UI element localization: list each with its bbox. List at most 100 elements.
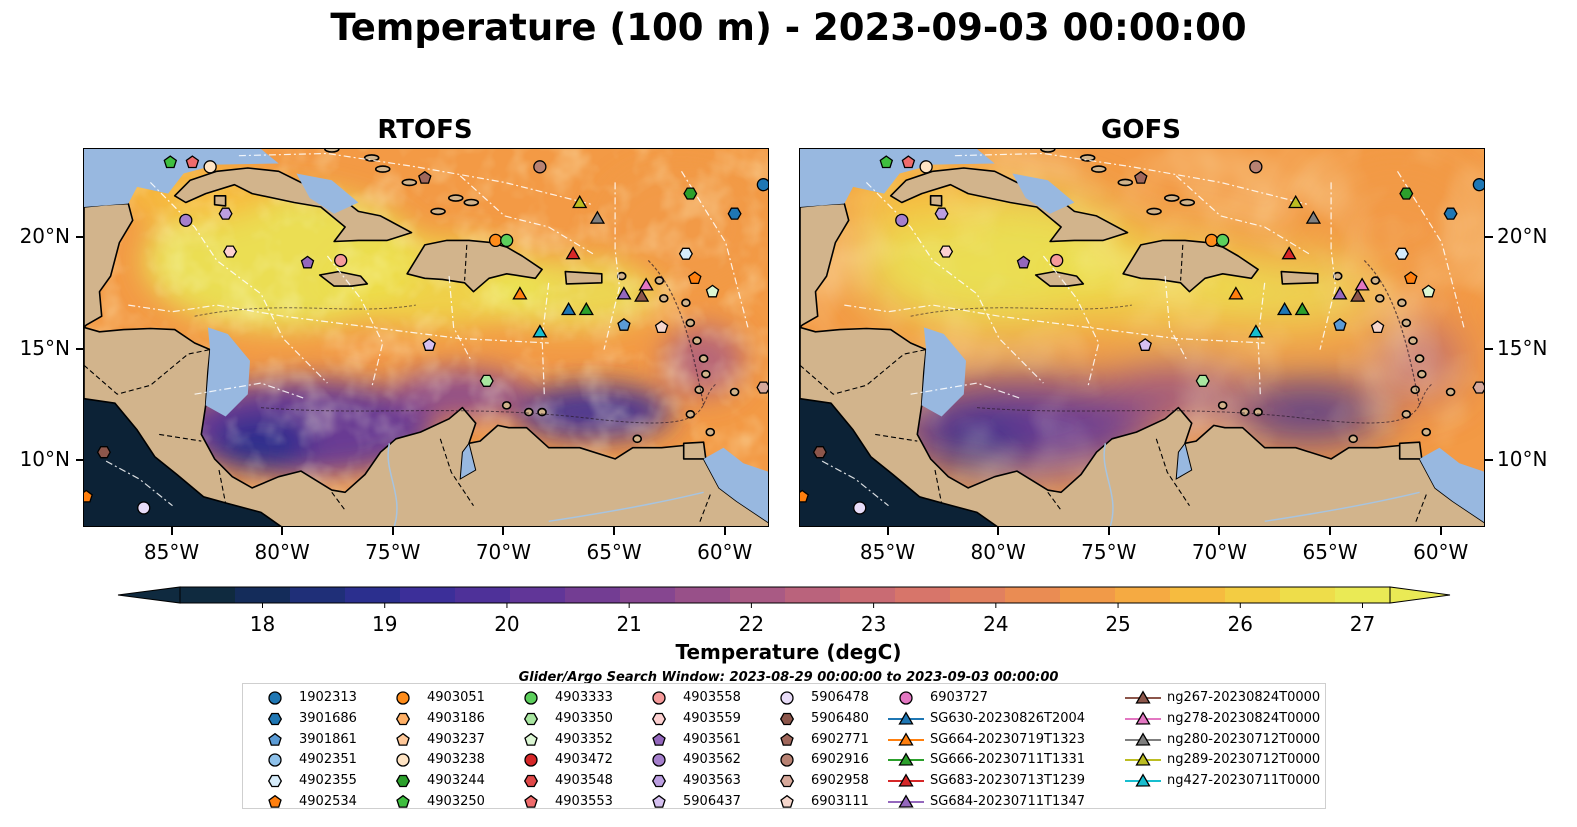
- colorbar-tick-label: 21: [616, 612, 641, 636]
- legend-label: 4903051: [427, 690, 485, 705]
- tick-mark: [1439, 527, 1442, 535]
- map-marker-gofs-15: [1443, 207, 1458, 220]
- legend-entry: 4903250: [383, 792, 623, 812]
- colorbar-extend-high: [1389, 586, 1451, 604]
- lon-tick-label-left: 75°W: [365, 540, 421, 564]
- colorbar-segment: [510, 587, 566, 603]
- legend-entry: ng280-20230712T0000: [1123, 730, 1363, 750]
- colorbar-segment: [290, 587, 346, 603]
- legend-label: 4903186: [427, 710, 485, 726]
- map-marker-gofs-4: [1249, 160, 1263, 174]
- legend-label: 5906478: [811, 690, 869, 705]
- map-marker-gofs-11: [1216, 233, 1230, 248]
- colorbar-segment: [675, 587, 731, 603]
- map-marker-rtofs-13: [589, 210, 606, 224]
- lon-tick-label-right: 85°W: [859, 540, 916, 564]
- lat-tick-label-right: 10°N: [1497, 447, 1548, 472]
- legend-label: 5906480: [811, 710, 869, 726]
- map-marker-gofs-5: [895, 213, 909, 227]
- map-marker-rtofs-17: [565, 246, 581, 260]
- legend-label: ng280-20230712T0000: [1167, 731, 1321, 747]
- colorbar-segment: [455, 587, 511, 603]
- colorbar-segment: [1335, 587, 1391, 603]
- map-marker-gofs-8: [1016, 255, 1031, 269]
- legend-marker-icon: [1125, 731, 1161, 746]
- legend-label: 3901861: [299, 731, 357, 747]
- legend-marker-icon: [651, 775, 667, 788]
- tick-mark: [613, 527, 616, 535]
- lon-tick-label-left: 60°W: [697, 540, 753, 564]
- colorbar-segment: [400, 587, 456, 603]
- map-marker-rtofs-22: [634, 288, 650, 302]
- legend-label: ng289-20230712T0000: [1167, 752, 1321, 768]
- legend-label: 4903250: [427, 794, 485, 809]
- map-marker-rtofs-20: [512, 286, 528, 300]
- map-marker-gofs-14: [1399, 187, 1414, 200]
- legend-marker-icon: [888, 752, 924, 767]
- map-marker-rtofs-32: [756, 381, 768, 394]
- map-marker-gofs-16: [1472, 178, 1484, 192]
- legend-entry: SG684-20230711T1347: [886, 792, 1126, 812]
- legend-marker-icon: [267, 775, 283, 788]
- legend-entry: ng427-20230711T0000: [1123, 771, 1363, 791]
- colorbar-tick-label: 24: [983, 612, 1008, 636]
- land-central-south-america: [84, 326, 768, 526]
- map-marker-gofs-30: [1138, 338, 1152, 351]
- legend-marker-icon: [651, 712, 667, 725]
- legend-entry: 4903244: [383, 771, 623, 791]
- map-marker-rtofs-2: [203, 160, 217, 174]
- legend-entry: 6903727: [886, 688, 1126, 708]
- legend-label: ng267-20230824T0000: [1167, 690, 1321, 705]
- map-marker-rtofs-35: [137, 501, 151, 515]
- colorbar-segment: [895, 587, 951, 603]
- map-panel-gofs: [799, 148, 1485, 527]
- legend-label: 6903111: [811, 794, 869, 809]
- lon-tick-label-right: 80°W: [970, 540, 1026, 564]
- tick-mark: [1485, 347, 1493, 350]
- legend-entry: 4903563: [639, 771, 879, 791]
- colorbar-tick-label: 23: [861, 612, 886, 636]
- legend-marker-icon: [395, 775, 411, 788]
- map-marker-gofs-26: [1294, 301, 1310, 316]
- tick-mark: [281, 527, 284, 535]
- legend-marker-icon: [652, 691, 666, 705]
- map-marker-rtofs-28: [617, 317, 631, 331]
- map-marker-rtofs-6: [218, 207, 233, 220]
- legend-entry: 4903561: [639, 730, 879, 750]
- legend-marker-icon: [268, 691, 282, 705]
- legend-marker-icon: [396, 753, 410, 768]
- legend-label: 6902958: [811, 773, 869, 789]
- legend-marker-icon: [524, 732, 538, 746]
- legend-marker-icon: [1125, 752, 1161, 767]
- colorbar-segment: [785, 587, 841, 603]
- colorbar-segment: [730, 587, 786, 603]
- map-marker-gofs-28: [1333, 317, 1347, 331]
- tick-mark: [886, 527, 889, 535]
- figure-title: Temperature (100 m) - 2023-09-03 00:00:0…: [330, 6, 1247, 49]
- legend-marker-icon: [268, 753, 282, 768]
- tick-mark: [1218, 527, 1221, 535]
- legend-entry: 4903352: [511, 730, 751, 750]
- map-marker-rtofs-14: [683, 187, 698, 200]
- map-marker-gofs-20: [1228, 286, 1244, 300]
- legend-entry: 6902916: [767, 750, 1007, 770]
- legend-entry: 4903051: [383, 688, 623, 708]
- map-marker-gofs-31: [1195, 374, 1210, 387]
- colorbar: 18 19 20 21 22 23 24 25 26 27: [117, 586, 1451, 636]
- map-marker-gofs-29: [1370, 320, 1385, 334]
- legend-entry: 6903111: [767, 792, 1007, 812]
- map-marker-gofs-21: [1332, 286, 1348, 300]
- tick-mark: [997, 527, 1000, 535]
- map-marker-gofs-32: [1472, 381, 1484, 394]
- legend-label: 4902534: [299, 794, 357, 809]
- legend-label: 4903558: [683, 690, 741, 705]
- map-marker-gofs-34: [800, 489, 809, 503]
- map-marker-rtofs-8: [300, 255, 315, 269]
- map-marker-gofs-27: [1248, 324, 1264, 338]
- legend-entry: 5906480: [767, 709, 1007, 729]
- tick-mark: [76, 347, 84, 350]
- legend-entry: ng267-20230824T0000: [1123, 688, 1363, 708]
- legend-entry: ng278-20230824T0000: [1123, 709, 1363, 729]
- map-marker-rtofs-15: [727, 207, 742, 220]
- colorbar-segment: [345, 587, 401, 603]
